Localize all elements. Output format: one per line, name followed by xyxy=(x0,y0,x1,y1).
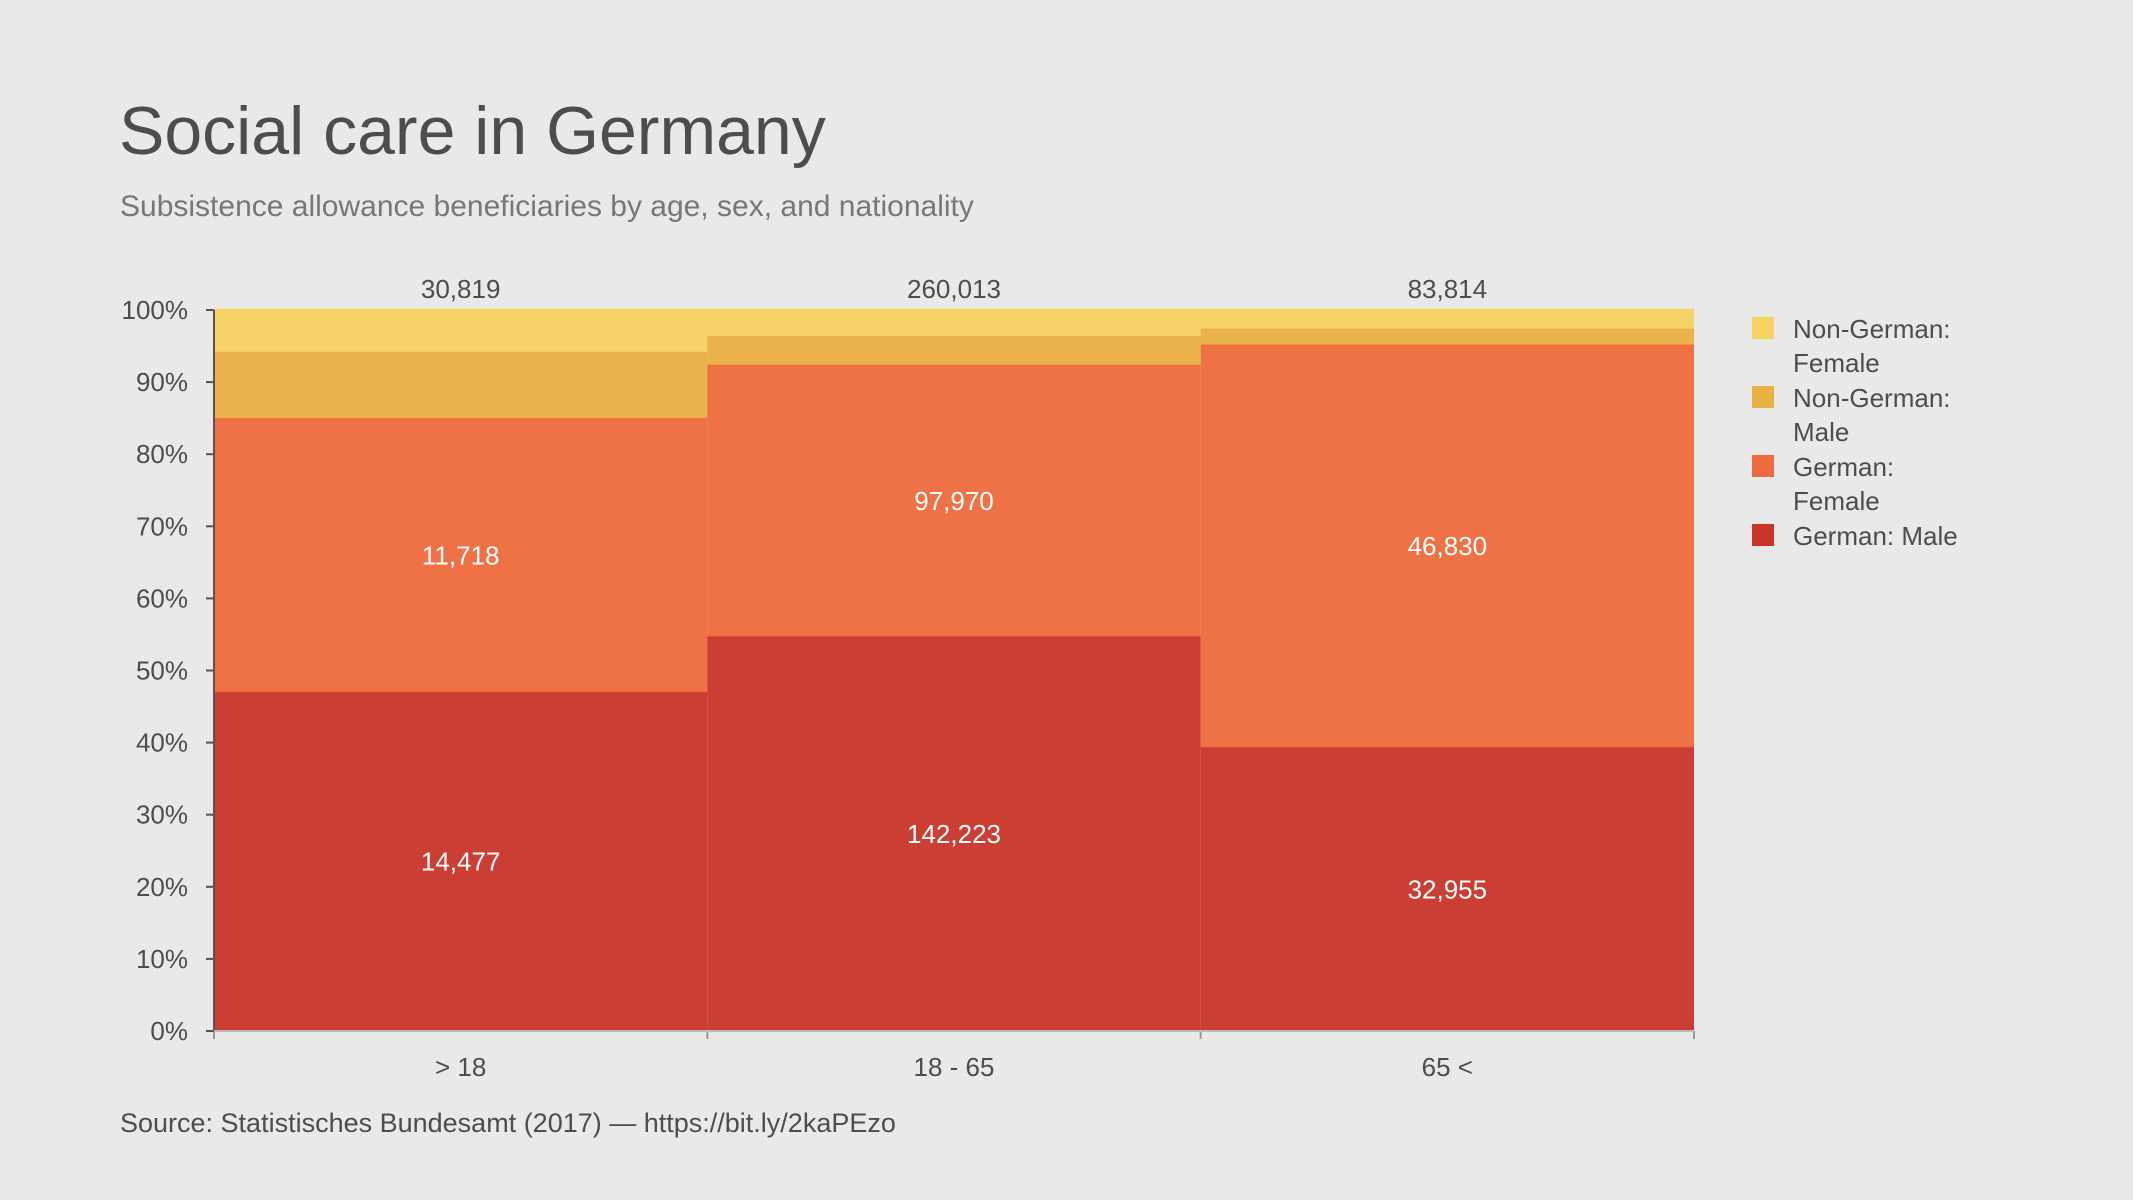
chart-subtitle: Subsistence allowance beneficiaries by a… xyxy=(120,190,974,223)
legend-swatch xyxy=(1752,455,1774,477)
y-tick-label: 100% xyxy=(122,295,189,325)
legend-item[interactable]: German: Male xyxy=(1752,519,1983,588)
data-label: 46,830 xyxy=(1408,531,1488,561)
bar-segment xyxy=(214,310,708,352)
y-tick-label: 50% xyxy=(136,656,188,686)
legend-label: German: Male xyxy=(1793,521,1958,551)
legend-swatch xyxy=(1752,317,1774,339)
y-tick-label: 90% xyxy=(136,367,188,397)
bar-segment xyxy=(1200,328,1694,345)
legend-item[interactable]: Non-German: Female xyxy=(1752,312,1983,381)
y-tick-label: 70% xyxy=(136,511,188,541)
bar-segment xyxy=(214,351,708,419)
bar-segment xyxy=(214,418,708,693)
legend-label: German: Female xyxy=(1793,452,1895,516)
y-tick-label: 30% xyxy=(136,800,188,830)
bar-segment xyxy=(1200,310,1694,329)
bar-segment xyxy=(707,310,1201,337)
total-label: 83,814 xyxy=(1408,274,1488,304)
legend-item[interactable]: German: Female xyxy=(1752,450,1983,519)
source-note: Source: Statistisches Bundesamt (2017) —… xyxy=(120,1108,896,1138)
data-label: 97,970 xyxy=(914,486,994,516)
bar-segment xyxy=(707,364,1201,637)
bar-segment xyxy=(214,692,708,1031)
legend-item[interactable]: Non-German: Male xyxy=(1752,381,1983,450)
legend-swatch xyxy=(1752,386,1774,408)
x-tick-label: > 18 xyxy=(435,1052,486,1082)
legend-swatch xyxy=(1752,524,1774,546)
data-label: 32,955 xyxy=(1408,874,1488,904)
legend-label: Non-German: Male xyxy=(1793,383,1951,447)
data-label: 142,223 xyxy=(907,819,1001,849)
y-tick-label: 10% xyxy=(136,944,188,974)
bar-segment xyxy=(1200,747,1694,1031)
total-label: 30,819 xyxy=(421,274,501,304)
total-label: 260,013 xyxy=(907,274,1001,304)
data-label: 14,477 xyxy=(421,847,501,877)
y-tick-label: 60% xyxy=(136,583,188,613)
y-tick-label: 80% xyxy=(136,439,188,469)
legend-label: Non-German: Female xyxy=(1793,314,1951,378)
data-label: 11,718 xyxy=(422,540,500,570)
legend: Non-German: Female Non-German: Male German… xyxy=(1752,312,1983,588)
y-tick-label: 40% xyxy=(136,728,188,758)
bar-segment xyxy=(707,636,1201,1031)
y-tick-label: 0% xyxy=(150,1016,188,1046)
bar-segment xyxy=(1200,344,1694,748)
x-tick-label: 18 - 65 xyxy=(914,1052,995,1082)
bar-segment xyxy=(707,336,1201,365)
x-tick-label: 65 < xyxy=(1422,1052,1473,1082)
chart-title: Social care in Germany xyxy=(119,93,826,169)
y-tick-label: 20% xyxy=(136,872,188,902)
